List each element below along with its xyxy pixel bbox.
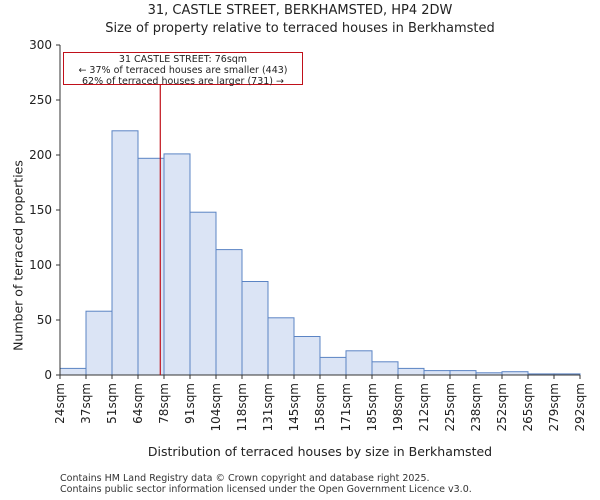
y-tick-label-50: 50: [37, 313, 52, 327]
footer-line-1: Contains HM Land Registry data © Crown c…: [60, 473, 430, 484]
annotation-line-3: 62% of terraced houses are larger (731) …: [82, 76, 284, 87]
x-tick-label-171sqm: 171sqm: [339, 383, 353, 431]
y-tick-label-200: 200: [29, 148, 52, 162]
bar-185sqm: [371, 361, 399, 376]
chart-subtitle: Size of property relative to terraced ho…: [105, 21, 495, 36]
x-tick-label-252sqm: 252sqm: [495, 383, 509, 431]
x-tick-label-185sqm: 185sqm: [365, 383, 379, 431]
chart-title: 31, CASTLE STREET, BERKHAMSTED, HP4 2DW: [147, 3, 453, 18]
x-tick-label-64sqm: 64sqm: [131, 383, 145, 424]
x-tick-label-37sqm: 37sqm: [79, 383, 93, 424]
bar-51sqm: [111, 130, 139, 376]
x-tick-label-225sqm: 225sqm: [443, 383, 457, 431]
bar-104sqm: [215, 249, 243, 376]
bar-131sqm: [267, 317, 295, 376]
y-tick-label-0: 0: [44, 368, 52, 382]
bar-212sqm: [423, 370, 451, 376]
y-tick-label-250: 250: [29, 93, 52, 107]
x-tick-label-198sqm: 198sqm: [391, 383, 405, 431]
bar-225sqm: [449, 370, 477, 376]
x-tick-label-51sqm: 51sqm: [105, 383, 119, 424]
x-tick-label-24sqm: 24sqm: [53, 383, 67, 424]
x-tick-label-292sqm: 292sqm: [573, 383, 587, 431]
x-tick-label-145sqm: 145sqm: [287, 383, 301, 431]
x-tick-label-212sqm: 212sqm: [417, 383, 431, 431]
bar-91sqm: [189, 211, 217, 376]
annotation-line-2: ← 37% of terraced houses are smaller (44…: [78, 65, 288, 76]
x-tick-label-104sqm: 104sqm: [209, 383, 223, 431]
y-tick-label-300: 300: [29, 38, 52, 52]
bar-24sqm: [59, 367, 87, 376]
y-axis-label: Number of terraced properties: [10, 160, 26, 351]
x-tick-label-91sqm: 91sqm: [183, 383, 197, 424]
x-tick-label-131sqm: 131sqm: [261, 383, 275, 431]
x-tick-label-238sqm: 238sqm: [469, 383, 483, 431]
x-tick-label-279sqm: 279sqm: [547, 383, 561, 431]
bar-171sqm: [345, 350, 373, 376]
bar-78sqm: [163, 153, 191, 376]
bar-198sqm: [397, 367, 425, 376]
x-tick-label-265sqm: 265sqm: [521, 383, 535, 431]
bar-118sqm: [241, 281, 269, 376]
annotation-box: 31 CASTLE STREET: 76sqm ← 37% of terrace…: [63, 52, 303, 87]
bar-145sqm: [293, 336, 321, 376]
footer-line-2: Contains public sector information licen…: [60, 484, 472, 495]
x-tick-label-78sqm: 78sqm: [157, 383, 171, 424]
x-tick-label-158sqm: 158sqm: [313, 383, 327, 431]
x-tick-label-118sqm: 118sqm: [235, 383, 249, 431]
y-tick-label-100: 100: [29, 258, 52, 272]
bar-37sqm: [85, 310, 113, 376]
x-axis-label: Distribution of terraced houses by size …: [147, 444, 493, 459]
bar-158sqm: [319, 356, 347, 376]
y-tick-label-150: 150: [29, 203, 52, 217]
annotation-line-1: 31 CASTLE STREET: 76sqm: [118, 54, 248, 65]
